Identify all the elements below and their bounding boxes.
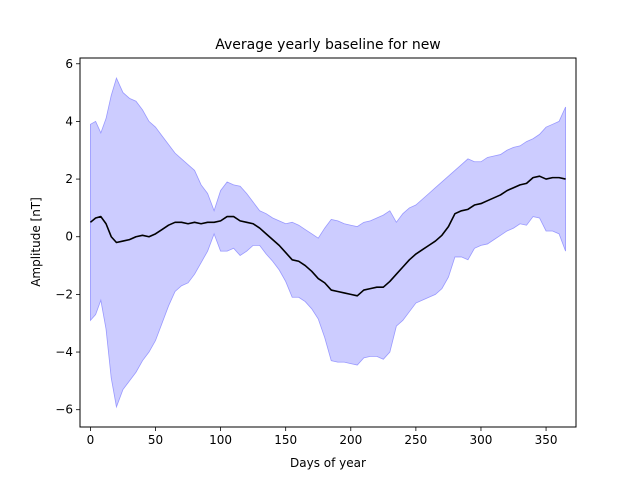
x-tick-label: 250 — [404, 433, 427, 447]
plot-content — [89, 77, 566, 409]
y-tick-label: 6 — [65, 57, 73, 71]
y-tick-label: −4 — [55, 345, 73, 359]
y-axis-label: Amplitude [nT] — [29, 197, 43, 287]
x-tick-label: 0 — [87, 433, 95, 447]
x-tick-label: 200 — [339, 433, 362, 447]
y-tick-label: 0 — [65, 230, 73, 244]
uncertainty-band — [90, 77, 566, 409]
y-tick-label: −6 — [55, 403, 73, 417]
x-tick-label: 350 — [535, 433, 558, 447]
x-tick-label: 100 — [209, 433, 232, 447]
x-tick-label: 300 — [470, 433, 493, 447]
x-axis-ticks: 0 50 100 150 200 250 300 350 — [87, 427, 558, 447]
axes-frame — [79, 57, 577, 428]
y-tick-label: 2 — [65, 172, 73, 186]
x-axis-label: Days of year — [290, 456, 366, 470]
y-tick-label: −2 — [55, 287, 73, 301]
y-tick-label: 4 — [65, 114, 73, 128]
x-tick-label: 50 — [148, 433, 163, 447]
chart-title: Average yearly baseline for new — [215, 37, 441, 53]
mean-line — [89, 175, 566, 297]
y-axis-ticks: −6 −4 −2 0 2 4 6 — [55, 57, 80, 417]
x-tick-label: 150 — [274, 433, 297, 447]
